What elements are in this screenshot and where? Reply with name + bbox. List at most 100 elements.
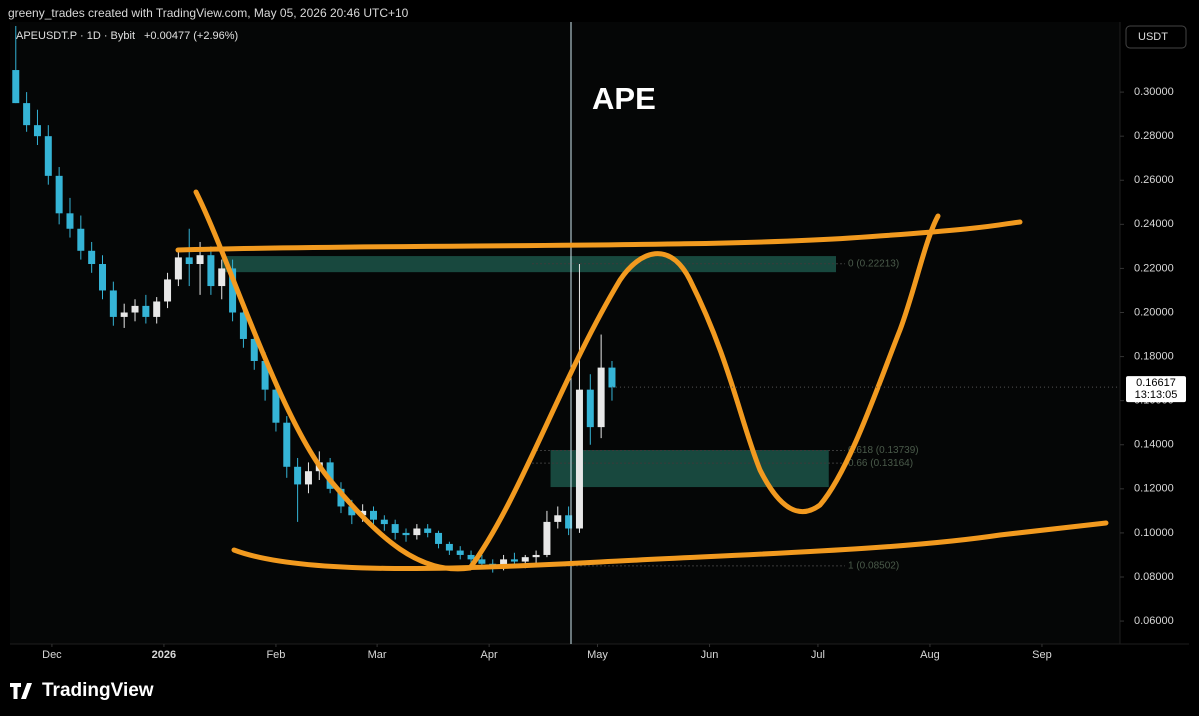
candle-body — [120, 312, 128, 317]
brand: TradingView — [42, 680, 154, 701]
candle-body — [164, 279, 172, 302]
candle-body — [283, 422, 291, 467]
candle-body — [109, 290, 117, 317]
y-tick-label: 0.28000 — [1134, 130, 1174, 142]
logo-shape — [10, 683, 32, 699]
candle-body — [23, 103, 31, 126]
candle-body — [391, 524, 399, 533]
x-tick-label: 2026 — [152, 649, 176, 661]
y-tick-label: 0.30000 — [1134, 86, 1174, 98]
candle-body — [369, 510, 377, 520]
x-tick-label: Jul — [811, 649, 825, 661]
candle-body — [543, 521, 551, 555]
x-tick-label: Feb — [266, 649, 285, 661]
resistance-line — [175, 219, 1023, 253]
last-price: 0.16617 — [1136, 377, 1176, 389]
fib-label: 0.66 (0.13164) — [848, 458, 913, 469]
fib-label: 0.618 (0.13739) — [848, 445, 919, 456]
candle-body — [326, 462, 334, 489]
candle-body — [478, 559, 486, 564]
candle-body — [131, 305, 139, 313]
support-line — [231, 520, 1109, 572]
candle-body — [294, 466, 302, 485]
candle-body — [337, 488, 345, 507]
candle-body — [250, 338, 258, 361]
x-tick-label: Sep — [1032, 649, 1052, 661]
y-tick-label: 0.26000 — [1134, 174, 1174, 186]
countdown: 13:13:05 — [1135, 389, 1178, 401]
candle-body — [153, 301, 161, 317]
candle-body — [424, 528, 432, 533]
candle-body — [239, 312, 247, 339]
currency[interactable]: USDT — [1138, 31, 1168, 43]
currency-button[interactable] — [1125, 25, 1187, 49]
candle-body — [207, 255, 215, 287]
fib-label: 0 (0.22213) — [848, 258, 899, 269]
candle-body — [554, 515, 562, 522]
footer: TradingView — [10, 680, 154, 702]
zone — [221, 256, 836, 273]
x-tick-label: May — [587, 649, 608, 661]
y-tick-label: 0.22000 — [1134, 262, 1174, 274]
candle-body — [66, 213, 74, 229]
y-tick-label: 0.14000 — [1134, 439, 1174, 451]
candle-body — [435, 532, 443, 544]
symbol: APEUSDT.P · 1D · Bybit — [16, 30, 135, 42]
y-tick-label: 0.06000 — [1134, 615, 1174, 627]
candle-body — [521, 557, 529, 562]
logo — [10, 683, 32, 699]
candle-body — [575, 389, 583, 529]
candle-body — [174, 257, 182, 280]
candle-body — [586, 389, 594, 428]
y-tick-label: 0.08000 — [1134, 571, 1174, 583]
candle-body — [597, 367, 605, 428]
candle-body — [261, 360, 269, 390]
candle-body — [467, 554, 475, 560]
plot-area — [10, 22, 1120, 644]
y-tick-label: 0.20000 — [1134, 306, 1174, 318]
candle-body — [608, 367, 616, 388]
candle-body — [55, 175, 63, 214]
candle-body — [402, 532, 410, 536]
price-change: +0.00477 (+2.96%) — [144, 30, 238, 42]
x-tick-label: Apr — [481, 649, 498, 661]
candle-body — [185, 257, 193, 265]
y-tick-label: 0.10000 — [1134, 527, 1174, 539]
fib-label: 1 (0.08502) — [848, 561, 899, 572]
candle-body — [348, 506, 356, 516]
y-tick-label: 0.18000 — [1134, 350, 1174, 362]
x-tick-label: Jun — [701, 649, 719, 661]
x-tick-label: Dec — [42, 649, 62, 661]
projection-line — [467, 213, 941, 571]
candle-body — [229, 268, 237, 313]
x-tick-label: Aug — [920, 649, 940, 661]
candle-body — [88, 250, 96, 265]
y-tick-label: 0.12000 — [1134, 483, 1174, 495]
candle-body — [99, 264, 106, 291]
hand-drawn-lines — [175, 189, 1109, 572]
candle-body — [196, 255, 204, 265]
candle-body — [456, 550, 464, 555]
annotation: APE — [592, 81, 656, 116]
cup-line — [193, 189, 473, 572]
candle-body — [12, 70, 20, 104]
y-tick-label: 0.24000 — [1134, 218, 1174, 230]
candle-body — [33, 125, 41, 137]
candle-body — [445, 543, 453, 551]
candle-body — [413, 528, 421, 536]
candle-body — [532, 554, 540, 558]
candle-body — [77, 228, 85, 251]
candle-body — [272, 389, 280, 423]
x-tick-label: Mar — [368, 649, 387, 661]
zone — [550, 450, 829, 488]
last-price-box — [1126, 376, 1186, 403]
chart: 0 (0.22213) 0.618 (0.13739) 0.66 (0.13164)… — [10, 22, 1189, 661]
candle-body — [142, 305, 150, 317]
candle-body — [44, 136, 52, 176]
candle-body — [304, 471, 312, 485]
header: greeny_trades created with TradingView.c… — [8, 6, 409, 20]
candle-body — [380, 519, 388, 525]
candle-body — [218, 268, 226, 287]
candle-body — [565, 515, 573, 529]
